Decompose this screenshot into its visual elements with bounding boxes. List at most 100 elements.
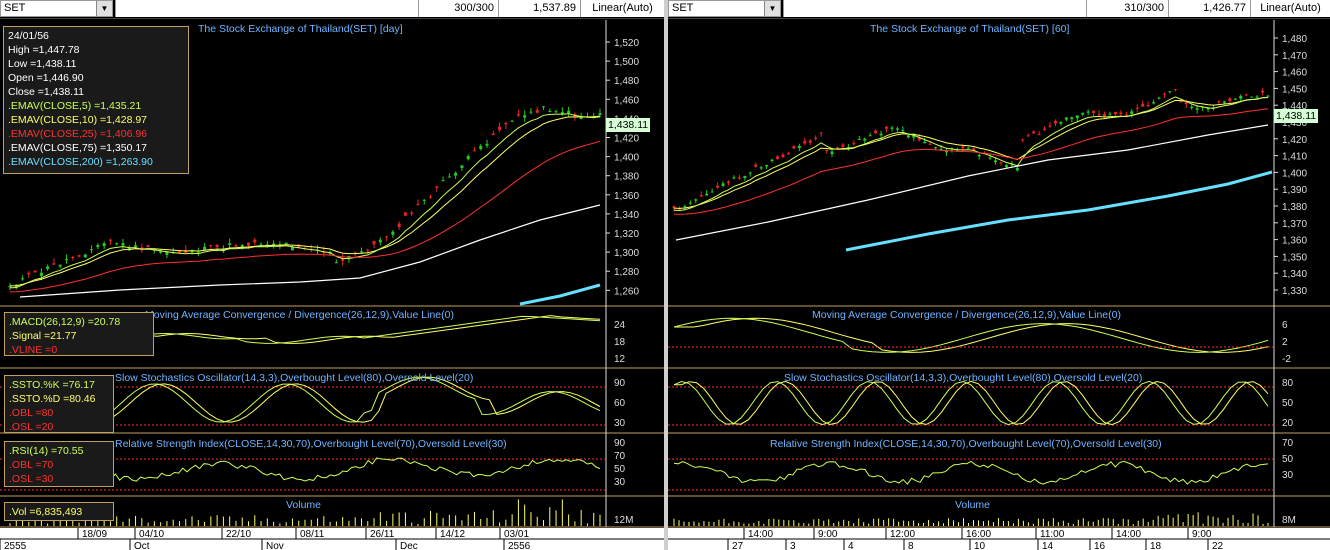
price-candle [542, 106, 546, 108]
price-candle [284, 242, 288, 245]
price-candle [1206, 108, 1210, 110]
macd-tick-label: 6 [1282, 320, 1288, 331]
rsi-tick-label: 50 [1282, 454, 1294, 465]
ema200-line [845, 170, 1273, 252]
left-symbol-text: SET [4, 2, 26, 14]
price-candle [1103, 113, 1107, 117]
price-candle [108, 239, 112, 241]
price-candle [177, 250, 181, 253]
rsi-tick-label: 30 [1282, 470, 1294, 481]
price-tick-label: 1,380 [1282, 202, 1307, 213]
price-candle [403, 212, 407, 216]
price-candle [290, 247, 294, 251]
right-symbol-select[interactable]: SET ▼ [668, 0, 781, 17]
price-candle [1026, 135, 1030, 137]
price-candle [598, 113, 602, 115]
date-tick-label: 08/11 [300, 529, 325, 540]
price-candle [510, 120, 514, 122]
price-candle [721, 183, 725, 186]
stoch-k-line [673, 380, 1269, 426]
price-candle [1059, 122, 1063, 124]
price-candle [372, 240, 376, 245]
price-tick-label: 1,280 [614, 267, 639, 278]
price-tick-label: 1,520 [614, 38, 639, 49]
price-candle [885, 126, 889, 129]
date-tick-label: 9:00 [818, 529, 838, 540]
price-candle [253, 239, 257, 243]
right-chart-canvas[interactable]: 1,480 1,470 1,460 1,450 1,440 1,430 1,420 1,410… [668, 0, 1330, 550]
left-scale-mode[interactable]: Linear(Auto) [580, 0, 664, 17]
price-candle [359, 251, 363, 253]
price-candle [33, 270, 37, 273]
price-candle [385, 236, 389, 238]
price-tick-label: 1,360 [1282, 236, 1307, 247]
info-ema200: .EMAV(CLOSE,200) =1,263.90 [8, 156, 153, 168]
price-candle [1250, 96, 1254, 98]
macd-tick-label: 2 [1282, 337, 1288, 348]
right-rsi-title: Relative Strength Index(CLOSE,14,30,70),… [770, 438, 1162, 450]
price-candle [1010, 164, 1014, 166]
price-candle [1075, 115, 1079, 119]
price-tick-label: 1,470 [1282, 51, 1307, 62]
price-candle [934, 147, 938, 149]
left-volume-title: Volume [286, 499, 322, 511]
chevron-down-icon[interactable]: ▼ [764, 1, 780, 16]
left-macd-info-box: .MACD(26,12,9) =20.78 .Signal =21.77 .VL… [4, 312, 154, 356]
date-tick-label-secondary: 10 [974, 541, 986, 550]
stoch-tick-label: 50 [1282, 398, 1294, 409]
price-candle [1266, 95, 1270, 97]
date-tick-label: 22/10 [226, 529, 251, 540]
stoch-d: .SSTO.%D =80.46 [9, 393, 96, 405]
price-tick-label: 1,400 [1282, 168, 1307, 179]
date-tick-label: 04/10 [139, 529, 164, 540]
panel-splitter[interactable] [664, 0, 668, 550]
price-candle [999, 162, 1003, 164]
price-candle [895, 128, 899, 130]
price-candle [923, 141, 927, 144]
date-tick-label: 14:00 [748, 529, 773, 540]
price-candle [52, 263, 56, 265]
chevron-down-icon[interactable]: ▼ [96, 1, 112, 16]
price-candle [1092, 110, 1096, 113]
stoch-tick-label: 80 [1282, 378, 1294, 389]
price-tick-label: 1,330 [1282, 286, 1307, 297]
price-candle [523, 115, 527, 118]
left-range-label: 300/300 [418, 0, 498, 17]
price-candle [868, 135, 872, 137]
price-candle [939, 148, 943, 150]
price-tick-label: 1,260 [614, 286, 639, 297]
left-last-value: 1,537.89 [498, 0, 580, 17]
price-candle [1086, 111, 1090, 113]
right-scale-mode[interactable]: Linear(Auto) [1250, 0, 1330, 17]
price-candle [491, 133, 495, 135]
left-chart-canvas[interactable]: 1,5201,5001,4801,4601,4401,4201,4001,380… [0, 0, 664, 550]
rsi-tick-label: 70 [614, 451, 626, 462]
price-candle [1048, 125, 1052, 127]
left-volume-info-box: .Vol =6,835,493 [4, 502, 114, 521]
left-ohlc-info-box: 24/01/56 High =1,447.78 Low =1,438.11 Op… [3, 26, 189, 174]
stoch-obl: .OBL =80 [9, 407, 54, 419]
info-high: High =1,447.78 [8, 44, 80, 56]
price-candle [1233, 98, 1237, 100]
date-tick-label-secondary: 8 [908, 541, 914, 550]
date-tick-label-secondary: Oct [134, 541, 150, 550]
macd-tick-label: -2 [1282, 354, 1291, 365]
price-candle [240, 245, 244, 249]
date-tick-label-secondary: 4 [848, 541, 854, 550]
price-candle [988, 157, 992, 159]
volume-value: .Vol =6,835,493 [9, 506, 83, 518]
price-candle [165, 251, 169, 255]
price-candle [498, 126, 502, 131]
price-candle [391, 231, 395, 235]
right-chart-title: The Stock Exchange of Thailand(SET) [60] [870, 23, 1070, 35]
price-tick-label: 1,420 [614, 134, 639, 145]
left-symbol-select[interactable]: SET ▼ [0, 0, 113, 17]
rsi-tick-label: 70 [1282, 438, 1294, 449]
price-candle [435, 186, 439, 188]
price-candle [972, 148, 976, 150]
macd-value: .MACD(26,12,9) =20.78 [9, 316, 121, 328]
right-toolbar: SET ▼ 310/300 1,426.77 Linear(Auto) [668, 0, 1330, 19]
macd-vline: .VLINE =0 [9, 344, 58, 356]
price-candle [454, 172, 458, 176]
price-candle [710, 191, 714, 193]
